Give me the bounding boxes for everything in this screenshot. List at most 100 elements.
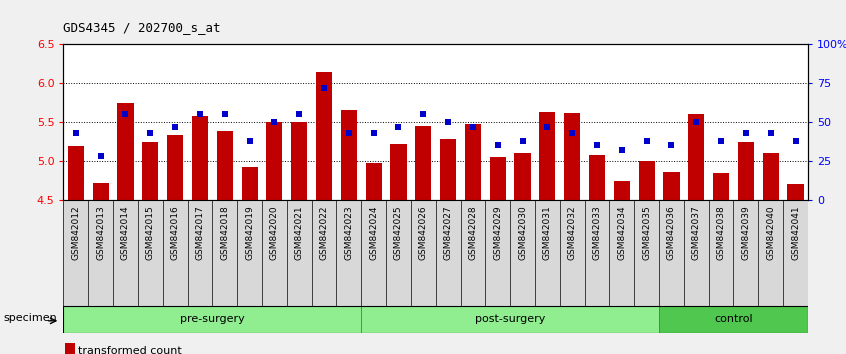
Bar <box>217 131 233 200</box>
Bar <box>589 155 605 200</box>
Point <box>714 138 728 144</box>
Bar <box>361 306 659 333</box>
Text: GSM842024: GSM842024 <box>369 205 378 260</box>
Text: GSM842028: GSM842028 <box>469 205 477 260</box>
Point <box>764 130 777 136</box>
Bar <box>464 125 481 200</box>
Point <box>267 119 281 125</box>
Text: GSM842031: GSM842031 <box>543 205 552 260</box>
Text: control: control <box>714 314 753 325</box>
Bar <box>788 184 804 200</box>
Point <box>243 138 256 144</box>
Text: GSM842039: GSM842039 <box>741 205 750 260</box>
Point <box>442 119 455 125</box>
Text: GDS4345 / 202700_s_at: GDS4345 / 202700_s_at <box>63 21 221 34</box>
Text: GSM842018: GSM842018 <box>220 205 229 260</box>
Text: GSM842012: GSM842012 <box>71 205 80 260</box>
Text: specimen: specimen <box>3 313 57 323</box>
Point <box>69 130 83 136</box>
Bar <box>118 103 134 200</box>
Bar <box>390 144 407 200</box>
Point <box>516 138 530 144</box>
Text: GSM842037: GSM842037 <box>692 205 700 260</box>
Bar <box>241 166 258 200</box>
Point <box>739 130 753 136</box>
Point <box>342 130 355 136</box>
Text: GSM842021: GSM842021 <box>294 205 304 260</box>
Text: GSM842016: GSM842016 <box>171 205 179 260</box>
Text: GSM842041: GSM842041 <box>791 205 800 260</box>
Point <box>118 112 132 117</box>
Bar <box>365 164 382 200</box>
Text: transformed count: transformed count <box>79 346 182 354</box>
Bar <box>539 112 556 200</box>
Text: GSM842038: GSM842038 <box>717 205 726 260</box>
Text: GSM842040: GSM842040 <box>766 205 775 260</box>
Text: GSM842033: GSM842033 <box>592 205 602 260</box>
Text: GSM842035: GSM842035 <box>642 205 651 260</box>
Bar <box>659 306 808 333</box>
Bar <box>92 183 109 200</box>
Bar <box>316 72 332 200</box>
Point <box>689 119 703 125</box>
Point <box>591 143 604 148</box>
Point <box>788 138 802 144</box>
Text: GSM842022: GSM842022 <box>320 205 328 260</box>
Bar <box>68 146 84 200</box>
Bar <box>192 116 208 200</box>
Point <box>565 130 579 136</box>
Point <box>491 143 504 148</box>
Point <box>615 147 629 153</box>
Point <box>317 85 331 91</box>
Bar <box>63 306 361 333</box>
Bar <box>663 172 679 200</box>
Point <box>144 130 157 136</box>
Text: pre-surgery: pre-surgery <box>180 314 244 325</box>
Bar <box>762 153 779 200</box>
Text: GSM842020: GSM842020 <box>270 205 279 260</box>
Bar <box>266 122 283 200</box>
Point <box>218 112 232 117</box>
Bar <box>613 181 630 200</box>
Point <box>293 112 306 117</box>
Point <box>416 112 430 117</box>
Point <box>640 138 653 144</box>
Bar <box>291 122 307 200</box>
Text: GSM842026: GSM842026 <box>419 205 428 260</box>
Point <box>665 143 678 148</box>
Point <box>193 112 206 117</box>
Bar <box>514 153 530 200</box>
Text: post-surgery: post-surgery <box>475 314 546 325</box>
Point <box>392 124 405 130</box>
Text: GSM842013: GSM842013 <box>96 205 105 260</box>
Text: GSM842029: GSM842029 <box>493 205 503 260</box>
Bar <box>564 113 580 200</box>
Bar <box>738 142 754 200</box>
Bar <box>440 139 456 200</box>
Text: GSM842036: GSM842036 <box>667 205 676 260</box>
Point <box>367 130 381 136</box>
Bar <box>167 135 184 200</box>
Point <box>541 124 554 130</box>
Text: GSM842034: GSM842034 <box>618 205 626 260</box>
Text: GSM842015: GSM842015 <box>146 205 155 260</box>
Bar <box>341 110 357 200</box>
Bar <box>688 114 705 200</box>
Point <box>466 124 480 130</box>
Text: GSM842027: GSM842027 <box>443 205 453 260</box>
Bar <box>490 157 506 200</box>
Text: GSM842030: GSM842030 <box>518 205 527 260</box>
Text: GSM842025: GSM842025 <box>394 205 403 260</box>
Point <box>94 154 107 159</box>
Text: GSM842019: GSM842019 <box>245 205 254 260</box>
Bar <box>142 142 158 200</box>
Text: GSM842014: GSM842014 <box>121 205 130 260</box>
Bar <box>713 173 729 200</box>
Bar <box>65 343 74 354</box>
Text: GSM842023: GSM842023 <box>344 205 354 260</box>
Text: GSM842017: GSM842017 <box>195 205 205 260</box>
Text: GSM842032: GSM842032 <box>568 205 577 260</box>
Point <box>168 124 182 130</box>
Bar <box>415 126 431 200</box>
Bar <box>639 161 655 200</box>
